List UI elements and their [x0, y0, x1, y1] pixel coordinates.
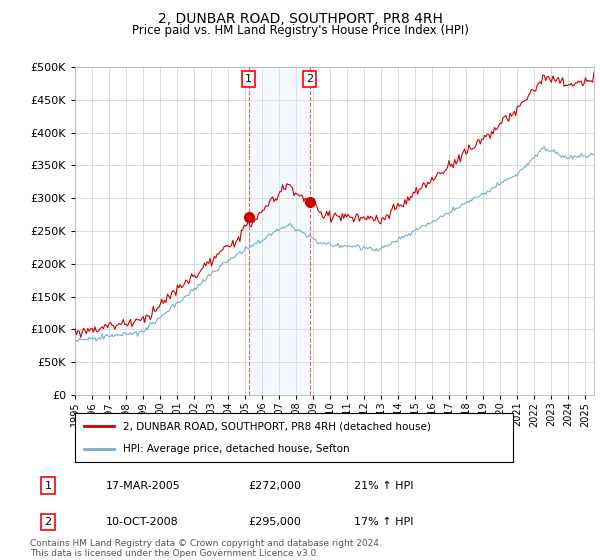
Text: 2: 2 [44, 517, 52, 527]
Text: 2: 2 [306, 74, 313, 84]
Text: 10-OCT-2008: 10-OCT-2008 [106, 517, 179, 527]
Text: 1: 1 [44, 480, 52, 491]
Text: 17% ↑ HPI: 17% ↑ HPI [355, 517, 414, 527]
Text: HPI: Average price, detached house, Sefton: HPI: Average price, detached house, Seft… [123, 444, 350, 454]
Text: Price paid vs. HM Land Registry's House Price Index (HPI): Price paid vs. HM Land Registry's House … [131, 24, 469, 37]
Text: Contains HM Land Registry data © Crown copyright and database right 2024.
This d: Contains HM Land Registry data © Crown c… [30, 539, 382, 558]
Text: 17-MAR-2005: 17-MAR-2005 [106, 480, 181, 491]
Bar [249, 67, 310, 395]
Text: 2, DUNBAR ROAD, SOUTHPORT, PR8 4RH (detached house): 2, DUNBAR ROAD, SOUTHPORT, PR8 4RH (deta… [123, 422, 431, 431]
Text: £295,000: £295,000 [249, 517, 302, 527]
Text: £272,000: £272,000 [249, 480, 302, 491]
Text: 2, DUNBAR ROAD, SOUTHPORT, PR8 4RH: 2, DUNBAR ROAD, SOUTHPORT, PR8 4RH [158, 12, 442, 26]
Text: 1: 1 [245, 74, 252, 84]
Text: 21% ↑ HPI: 21% ↑ HPI [355, 480, 414, 491]
